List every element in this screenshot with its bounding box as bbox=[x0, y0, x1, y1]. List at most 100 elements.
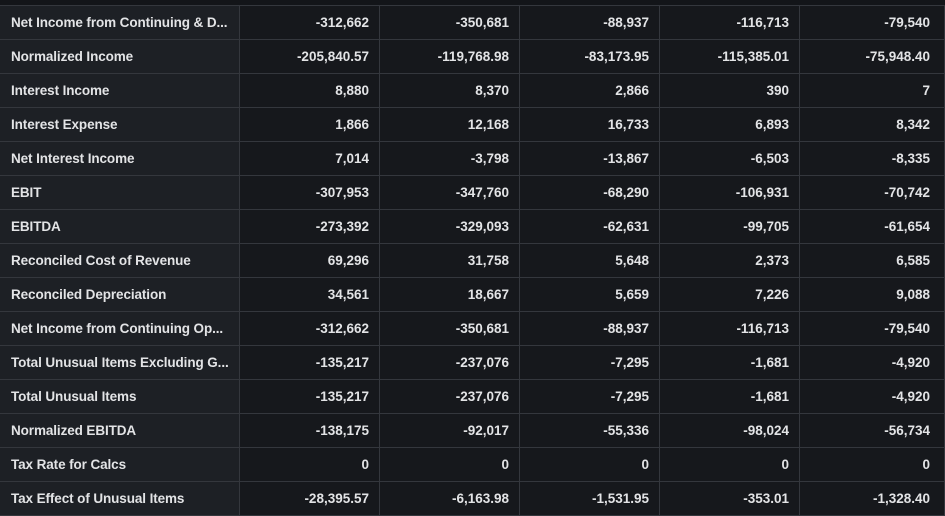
value-cell: -135,217 bbox=[240, 346, 380, 379]
value-cell: -88,937 bbox=[520, 312, 660, 345]
value-cell: -55,336 bbox=[520, 414, 660, 447]
row-label: Tax Effect of Unusual Items bbox=[0, 482, 240, 515]
value-cell: -8,335 bbox=[800, 142, 945, 175]
value-cell: -347,760 bbox=[380, 176, 520, 209]
value-cell: 0 bbox=[380, 448, 520, 481]
value-cell: 18,667 bbox=[380, 278, 520, 311]
value-cell: -88,937 bbox=[520, 6, 660, 39]
value-cell: -1,531.95 bbox=[520, 482, 660, 515]
value-cell: 69,296 bbox=[240, 244, 380, 277]
value-cell: -61,654 bbox=[800, 210, 945, 243]
value-cell: -312,662 bbox=[240, 312, 380, 345]
value-cell: 6,893 bbox=[660, 108, 800, 141]
value-cell: -115,385.01 bbox=[660, 40, 800, 73]
value-cell: 8,880 bbox=[240, 74, 380, 107]
value-cell: -307,953 bbox=[240, 176, 380, 209]
value-cell: 31,758 bbox=[380, 244, 520, 277]
financials-table: Net Income from Continuing & D... -312,66… bbox=[0, 5, 945, 516]
value-cell: -68,290 bbox=[520, 176, 660, 209]
value-cell: -119,768.98 bbox=[380, 40, 520, 73]
value-cell: 9,088 bbox=[800, 278, 945, 311]
value-cell: -6,503 bbox=[660, 142, 800, 175]
value-cell: 6,585 bbox=[800, 244, 945, 277]
row-label: EBITDA bbox=[0, 210, 240, 243]
value-cell: 7,014 bbox=[240, 142, 380, 175]
value-cell: 7 bbox=[800, 74, 945, 107]
value-cell: 1,866 bbox=[240, 108, 380, 141]
value-cell: -138,175 bbox=[240, 414, 380, 447]
value-cell: -7,295 bbox=[520, 346, 660, 379]
table-row: Reconciled Depreciation 34,561 18,667 5,659… bbox=[0, 278, 945, 312]
row-label: Net Interest Income bbox=[0, 142, 240, 175]
value-cell: -312,662 bbox=[240, 6, 380, 39]
value-cell: -1,681 bbox=[660, 346, 800, 379]
value-cell: -79,540 bbox=[800, 312, 945, 345]
row-label: Interest Expense bbox=[0, 108, 240, 141]
table-row: Interest Expense 1,866 12,168 16,733 6,893 8,… bbox=[0, 108, 945, 142]
value-cell: -28,395.57 bbox=[240, 482, 380, 515]
value-cell: -13,867 bbox=[520, 142, 660, 175]
value-cell: 16,733 bbox=[520, 108, 660, 141]
value-cell: 390 bbox=[660, 74, 800, 107]
value-cell: -92,017 bbox=[380, 414, 520, 447]
value-cell: -273,392 bbox=[240, 210, 380, 243]
table-row: Net Income from Continuing & D... -312,66… bbox=[0, 6, 945, 40]
value-cell: -4,920 bbox=[800, 346, 945, 379]
value-cell: -350,681 bbox=[380, 6, 520, 39]
row-label: Net Income from Continuing & D... bbox=[0, 6, 240, 39]
value-cell: -4,920 bbox=[800, 380, 945, 413]
row-label: Tax Rate for Calcs bbox=[0, 448, 240, 481]
row-label: Interest Income bbox=[0, 74, 240, 107]
value-cell: -75,948.40 bbox=[800, 40, 945, 73]
value-cell: 0 bbox=[520, 448, 660, 481]
value-cell: -135,217 bbox=[240, 380, 380, 413]
row-label: Normalized EBITDA bbox=[0, 414, 240, 447]
value-cell: -3,798 bbox=[380, 142, 520, 175]
value-cell: 0 bbox=[240, 448, 380, 481]
row-label: EBIT bbox=[0, 176, 240, 209]
value-cell: -79,540 bbox=[800, 6, 945, 39]
table-row: Net Interest Income 7,014 -3,798 -13,867 -6,… bbox=[0, 142, 945, 176]
value-cell: -116,713 bbox=[660, 6, 800, 39]
value-cell: 5,659 bbox=[520, 278, 660, 311]
row-label: Reconciled Depreciation bbox=[0, 278, 240, 311]
value-cell: 2,373 bbox=[660, 244, 800, 277]
row-label: Net Income from Continuing Op... bbox=[0, 312, 240, 345]
value-cell: 8,370 bbox=[380, 74, 520, 107]
value-cell: 0 bbox=[660, 448, 800, 481]
value-cell: -7,295 bbox=[520, 380, 660, 413]
value-cell: -205,840.57 bbox=[240, 40, 380, 73]
value-cell: -350,681 bbox=[380, 312, 520, 345]
value-cell: 2,866 bbox=[520, 74, 660, 107]
table-row: Tax Rate for Calcs 0 0 0 0 0 bbox=[0, 448, 945, 482]
value-cell: 0 bbox=[800, 448, 945, 481]
row-label: Normalized Income bbox=[0, 40, 240, 73]
value-cell: -83,173.95 bbox=[520, 40, 660, 73]
table-row: Interest Income 8,880 8,370 2,866 390 7 bbox=[0, 74, 945, 108]
table-row: Net Income from Continuing Op... -312,662… bbox=[0, 312, 945, 346]
row-label: Total Unusual Items bbox=[0, 380, 240, 413]
value-cell: -70,742 bbox=[800, 176, 945, 209]
row-label: Total Unusual Items Excluding G... bbox=[0, 346, 240, 379]
table-row: Total Unusual Items -135,217 -237,076 -7,29… bbox=[0, 380, 945, 414]
table-row: Total Unusual Items Excluding G... -135,2… bbox=[0, 346, 945, 380]
value-cell: -329,093 bbox=[380, 210, 520, 243]
value-cell: -6,163.98 bbox=[380, 482, 520, 515]
value-cell: -99,705 bbox=[660, 210, 800, 243]
table-row: Reconciled Cost of Revenue 69,296 31,758 5,… bbox=[0, 244, 945, 278]
value-cell: 7,226 bbox=[660, 278, 800, 311]
row-label: Reconciled Cost of Revenue bbox=[0, 244, 240, 277]
value-cell: -56,734 bbox=[800, 414, 945, 447]
value-cell: -237,076 bbox=[380, 380, 520, 413]
value-cell: 5,648 bbox=[520, 244, 660, 277]
value-cell: -106,931 bbox=[660, 176, 800, 209]
value-cell: 34,561 bbox=[240, 278, 380, 311]
table-row: Normalized EBITDA -138,175 -92,017 -55,336 -… bbox=[0, 414, 945, 448]
table-row: Tax Effect of Unusual Items -28,395.57 -6,… bbox=[0, 482, 945, 516]
value-cell: -1,681 bbox=[660, 380, 800, 413]
value-cell: -116,713 bbox=[660, 312, 800, 345]
value-cell: -62,631 bbox=[520, 210, 660, 243]
table-row: EBITDA -273,392 -329,093 -62,631 -99,705 -61,… bbox=[0, 210, 945, 244]
value-cell: 8,342 bbox=[800, 108, 945, 141]
value-cell: -237,076 bbox=[380, 346, 520, 379]
